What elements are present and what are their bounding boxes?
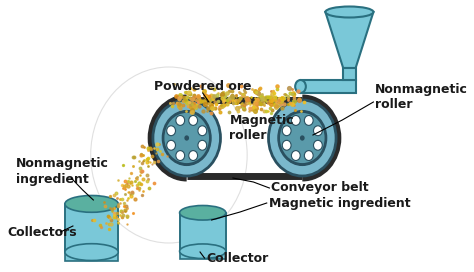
Ellipse shape	[180, 244, 226, 258]
Ellipse shape	[65, 244, 118, 261]
Ellipse shape	[180, 206, 226, 220]
Circle shape	[300, 135, 305, 141]
Circle shape	[278, 111, 327, 165]
Circle shape	[268, 100, 336, 176]
Bar	[180, 213, 226, 258]
Circle shape	[189, 151, 198, 160]
Text: Magnetic ingredient: Magnetic ingredient	[268, 196, 410, 209]
Circle shape	[283, 140, 291, 150]
Ellipse shape	[295, 80, 306, 93]
Ellipse shape	[326, 7, 374, 17]
Circle shape	[189, 116, 198, 125]
Ellipse shape	[65, 196, 118, 212]
Circle shape	[313, 126, 322, 136]
Text: Collectors: Collectors	[7, 225, 77, 239]
Circle shape	[176, 151, 185, 160]
Polygon shape	[343, 68, 356, 80]
Bar	[65, 204, 118, 261]
Text: Magnetic
roller: Magnetic roller	[229, 114, 294, 142]
Text: Conveyor belt: Conveyor belt	[271, 181, 369, 194]
Circle shape	[292, 116, 300, 125]
Circle shape	[163, 111, 211, 165]
Text: Nonmagnetic
roller: Nonmagnetic roller	[375, 83, 468, 111]
Circle shape	[167, 140, 175, 150]
Text: Nonmagnetic
ingredient: Nonmagnetic ingredient	[16, 157, 109, 187]
Polygon shape	[326, 12, 374, 68]
Circle shape	[280, 113, 325, 163]
Text: Powdered ore: Powdered ore	[154, 81, 252, 94]
Circle shape	[184, 135, 189, 141]
Circle shape	[313, 140, 322, 150]
Circle shape	[292, 151, 300, 160]
Circle shape	[283, 126, 291, 136]
Circle shape	[198, 140, 207, 150]
Circle shape	[167, 126, 175, 136]
Circle shape	[304, 151, 313, 160]
Circle shape	[176, 116, 185, 125]
Circle shape	[304, 116, 313, 125]
Text: Collector: Collector	[206, 252, 268, 264]
Polygon shape	[301, 80, 356, 93]
Circle shape	[164, 113, 209, 163]
Circle shape	[198, 126, 207, 136]
Circle shape	[153, 100, 220, 176]
